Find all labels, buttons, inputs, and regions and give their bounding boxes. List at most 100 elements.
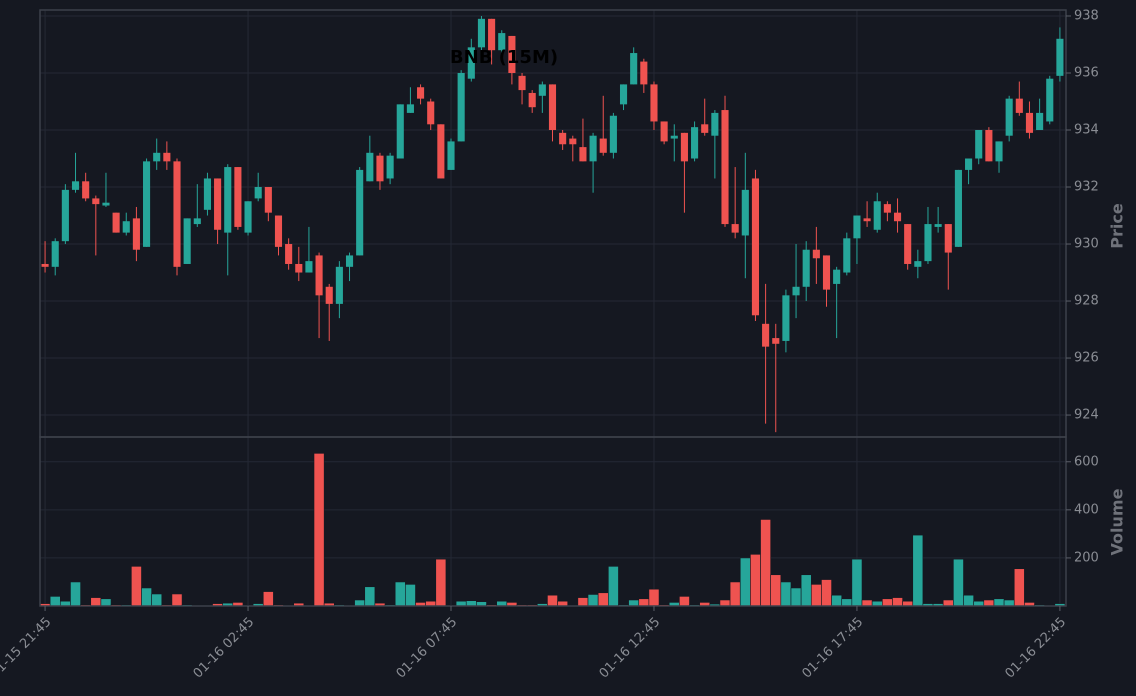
volume-axis-label: Volume bbox=[1108, 488, 1127, 555]
candle-body bbox=[457, 72, 465, 142]
candle-body bbox=[975, 130, 983, 159]
volume-bar bbox=[963, 594, 974, 607]
candle-body bbox=[427, 101, 435, 125]
candle-body bbox=[579, 147, 587, 162]
candle-body bbox=[812, 249, 820, 259]
candle-body bbox=[122, 221, 130, 233]
y-tick-label: 934 bbox=[1074, 123, 1099, 138]
candle-body bbox=[1036, 112, 1044, 131]
candle-body bbox=[477, 18, 486, 48]
candle-body bbox=[92, 198, 100, 205]
candle-body bbox=[609, 115, 617, 153]
candle-body bbox=[132, 218, 140, 250]
candle-body bbox=[437, 124, 445, 179]
candle-body bbox=[650, 84, 658, 122]
volume-tick-label: 400 bbox=[1074, 502, 1099, 517]
candle-body bbox=[985, 130, 993, 162]
y-tick-label: 936 bbox=[1074, 65, 1099, 80]
candle-body bbox=[112, 212, 120, 233]
candle-body bbox=[660, 121, 668, 142]
candle-body bbox=[1025, 112, 1034, 133]
candle-body bbox=[264, 187, 272, 213]
volume-bar bbox=[465, 600, 477, 607]
volume-bar bbox=[912, 534, 924, 607]
candle-body bbox=[61, 189, 69, 242]
candle-body bbox=[904, 224, 912, 264]
candle-body bbox=[528, 92, 536, 108]
candle-body bbox=[751, 178, 760, 316]
volume-bar bbox=[800, 574, 812, 607]
volume-bar bbox=[882, 598, 893, 607]
volume-bar bbox=[313, 453, 325, 607]
candle-body bbox=[386, 155, 394, 179]
y-tick-label: 930 bbox=[1074, 237, 1099, 252]
candle-body bbox=[853, 215, 861, 239]
volume-bar bbox=[648, 588, 660, 607]
candle-body bbox=[965, 158, 973, 170]
volume-bar bbox=[364, 586, 376, 607]
candle-body bbox=[71, 181, 80, 190]
candle-body bbox=[944, 224, 952, 253]
candle-body bbox=[762, 323, 770, 347]
volume-bar bbox=[821, 579, 832, 607]
y-tick-label: 932 bbox=[1074, 180, 1099, 195]
candle-body bbox=[406, 104, 414, 113]
candle-body bbox=[1046, 78, 1054, 122]
candle-body bbox=[1056, 38, 1064, 76]
volume-bar bbox=[851, 558, 863, 607]
candle-body bbox=[467, 47, 475, 79]
volume-bar bbox=[1013, 568, 1025, 607]
candle-body bbox=[792, 286, 800, 296]
volume-bar bbox=[679, 596, 690, 607]
volume-tick-label: 600 bbox=[1074, 454, 1099, 469]
candle-body bbox=[883, 204, 891, 213]
candle-body bbox=[345, 255, 354, 267]
candle-body bbox=[244, 201, 252, 233]
candle-body bbox=[305, 261, 313, 273]
volume-bar bbox=[171, 593, 183, 607]
candle-body bbox=[417, 87, 425, 99]
candle-body bbox=[183, 218, 191, 264]
y-tick-label: 938 bbox=[1074, 8, 1099, 23]
volume-bar bbox=[131, 566, 142, 607]
candle-body bbox=[498, 33, 506, 51]
volume-bar bbox=[608, 566, 619, 607]
volume-bar bbox=[597, 592, 609, 607]
candle-body bbox=[630, 53, 638, 85]
volume-bar bbox=[394, 581, 406, 607]
candle-body bbox=[893, 212, 902, 222]
volume-bar bbox=[841, 598, 853, 607]
candle-body bbox=[934, 224, 942, 227]
candle-body bbox=[670, 135, 678, 139]
volume-bar bbox=[780, 581, 792, 607]
volume-bar bbox=[141, 587, 152, 607]
candle-body bbox=[640, 61, 648, 85]
candle-body bbox=[518, 75, 526, 91]
candle-body bbox=[599, 138, 607, 153]
candle-body bbox=[447, 141, 455, 170]
volume-bar bbox=[739, 557, 751, 607]
candle-body bbox=[51, 241, 59, 267]
candle-body bbox=[701, 124, 709, 133]
candle-body bbox=[315, 255, 323, 296]
candle-body bbox=[833, 269, 841, 284]
candle-body bbox=[1005, 98, 1013, 136]
candle-body bbox=[295, 263, 303, 273]
candle-body bbox=[589, 135, 597, 162]
marks bbox=[39, 15, 1066, 607]
candle-body bbox=[214, 178, 222, 230]
candle-body bbox=[863, 218, 871, 222]
candle-body bbox=[153, 152, 161, 162]
candle-body bbox=[234, 167, 242, 227]
volume-tick-label: 200 bbox=[1074, 550, 1099, 565]
volume-bar bbox=[942, 599, 954, 607]
volume-bar bbox=[354, 599, 366, 607]
candle-body bbox=[41, 263, 49, 267]
candle-body bbox=[731, 224, 739, 233]
candle-body bbox=[782, 295, 790, 341]
candle-body bbox=[822, 255, 831, 290]
candle-body bbox=[356, 169, 364, 256]
volume-bar bbox=[993, 598, 1005, 607]
volume-panel bbox=[39, 436, 1067, 607]
